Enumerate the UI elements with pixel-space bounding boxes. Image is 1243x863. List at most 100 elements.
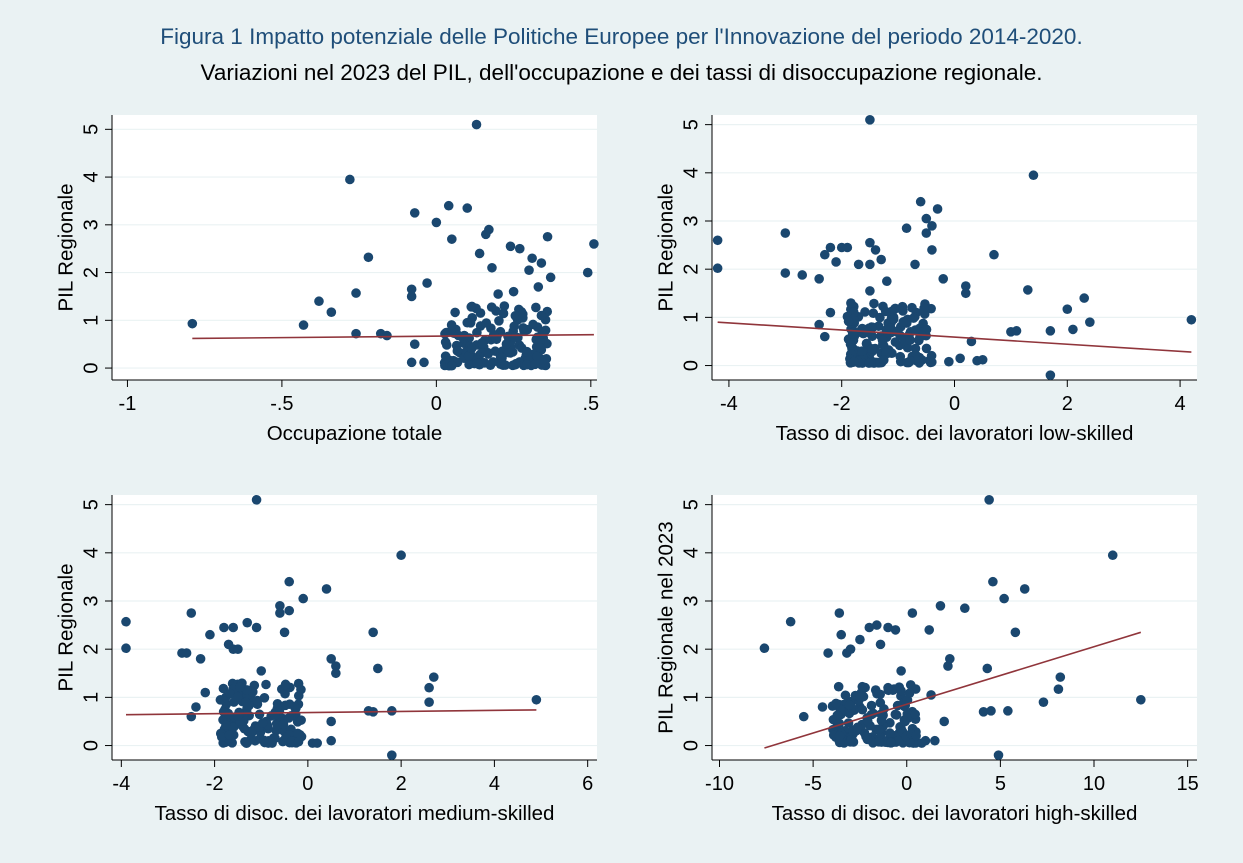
scatter-point xyxy=(885,728,895,738)
scatter-point xyxy=(527,253,537,264)
scatter-point xyxy=(345,174,355,185)
fit-line xyxy=(192,333,594,340)
scatter-point xyxy=(1010,627,1021,638)
scatter-point xyxy=(121,616,131,627)
x-tick-label: 10 xyxy=(1083,773,1105,795)
scatter-point xyxy=(865,259,875,270)
scatter-point xyxy=(205,629,215,640)
scatter-point xyxy=(296,715,306,725)
scatter-point xyxy=(471,119,482,130)
scatter-point xyxy=(896,685,906,696)
scatter-point xyxy=(834,608,845,618)
scatter-point xyxy=(945,654,955,664)
scatter-point xyxy=(910,709,920,720)
fit-line xyxy=(717,321,1192,353)
scatter-point xyxy=(331,668,341,679)
scatter-point xyxy=(514,243,525,254)
scatter-point xyxy=(477,339,488,349)
scatter-point xyxy=(712,235,723,246)
scatter-point xyxy=(1028,170,1039,181)
scatter-point xyxy=(960,281,971,291)
scatter-point xyxy=(907,608,918,618)
scatter-point xyxy=(927,221,937,231)
x-tick-label: -2 xyxy=(206,773,224,795)
scatter-point xyxy=(876,715,887,726)
scatter-point xyxy=(831,698,841,709)
scatter-point xyxy=(298,320,309,330)
y-tick-label: 4 xyxy=(80,172,102,183)
scatter-point xyxy=(275,608,285,618)
scatter-point xyxy=(503,331,513,342)
plot-area xyxy=(712,495,1197,760)
y-tick-label: 4 xyxy=(680,167,702,178)
scatter-point xyxy=(486,302,497,312)
scatter-point xyxy=(930,735,940,746)
y-tick-label: 0 xyxy=(680,740,702,751)
scatter-point xyxy=(424,682,434,693)
y-tick-label: 4 xyxy=(680,547,702,558)
scatter-point xyxy=(925,357,936,368)
scatter-point xyxy=(867,343,877,354)
scatter-point xyxy=(847,329,858,339)
scatter-point xyxy=(326,654,336,664)
scatter-point xyxy=(518,323,528,333)
scatter-point xyxy=(528,319,538,330)
scatter-point xyxy=(532,351,542,362)
scatter-point xyxy=(836,629,847,640)
scatter-point xyxy=(545,272,556,283)
y-tick-label: 5 xyxy=(680,119,702,130)
y-tick-label: 3 xyxy=(680,215,702,226)
scatter-point xyxy=(814,274,824,284)
scatter-point xyxy=(387,750,397,760)
scatter-point xyxy=(216,732,227,742)
scatter-point xyxy=(219,622,229,633)
scatter-point xyxy=(501,339,512,349)
scatter-point xyxy=(582,267,593,278)
plot-area xyxy=(712,115,1197,380)
y-tick-label: 1 xyxy=(680,692,702,703)
scatter-point xyxy=(270,710,280,720)
scatter-point xyxy=(855,692,865,703)
y-axis-title: PIL Regionale xyxy=(654,183,677,311)
scatter-point xyxy=(844,700,855,710)
scatter-point xyxy=(901,223,912,234)
scatter-point xyxy=(874,737,884,747)
scatter-point xyxy=(759,643,770,654)
scatter-point xyxy=(286,736,297,746)
x-axis-title: Tasso di disoc. dei lavoratori low-skill… xyxy=(776,422,1134,445)
scatter-point xyxy=(1011,326,1022,336)
scatter-point xyxy=(905,356,916,366)
scatter-point xyxy=(1023,285,1033,295)
scatter-point xyxy=(939,716,950,727)
scatter-point xyxy=(500,360,511,370)
x-axis-title: Occupazione totale xyxy=(267,422,443,445)
scatter-point xyxy=(875,312,885,323)
scatter-point xyxy=(251,622,262,633)
scatter-point xyxy=(293,736,304,747)
y-tick-label: 1 xyxy=(680,312,702,323)
x-tick-label: -10 xyxy=(705,773,734,795)
scatter-point xyxy=(463,351,474,361)
scatter-point xyxy=(910,259,920,270)
scatter-point xyxy=(1079,293,1090,303)
scatter-point xyxy=(898,306,908,316)
scatter-point xyxy=(257,718,268,728)
scatter-point xyxy=(886,737,896,748)
scatter-point xyxy=(959,603,970,614)
scatter-point xyxy=(907,302,917,313)
scatter-point xyxy=(857,704,868,715)
y-axis-title: PIL Regionale xyxy=(54,183,77,311)
scatter-point xyxy=(1085,317,1095,327)
scatter-point xyxy=(499,301,510,311)
scatter-point xyxy=(857,681,868,692)
x-axis-title: Tasso di disoc. dei lavoratori medium-sk… xyxy=(155,802,555,825)
scatter-point xyxy=(866,700,877,711)
y-tick-label: 3 xyxy=(80,595,102,606)
scatter-point xyxy=(1038,697,1049,707)
scatter-point xyxy=(814,319,824,330)
scatter-point xyxy=(1062,304,1073,314)
scatter-point xyxy=(256,666,267,676)
y-tick-label: 4 xyxy=(80,547,102,558)
scatter-point xyxy=(825,242,836,253)
scatter-point xyxy=(406,357,417,368)
